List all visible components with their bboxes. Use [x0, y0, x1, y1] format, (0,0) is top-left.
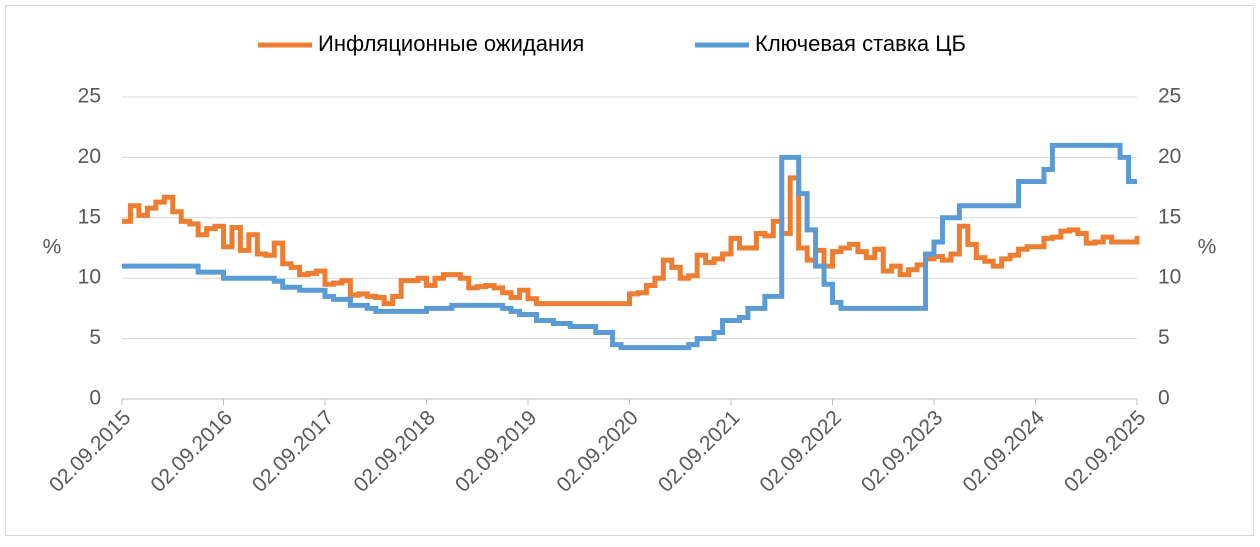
y2-tick-label: 10: [1158, 266, 1181, 289]
y-tick-label: 25: [78, 85, 101, 108]
y2-axis-label: %: [1198, 236, 1217, 259]
series-line: [122, 175, 1140, 307]
y-tick-label: 5: [89, 326, 101, 349]
legend-text: Инфляционные ожидания: [318, 31, 584, 56]
y2-tick-label: 0: [1158, 387, 1170, 410]
y-tick-label: 0: [89, 387, 101, 410]
y-axis-label: %: [43, 236, 62, 259]
y2-tick-label: 25: [1158, 85, 1181, 108]
y-tick-label: 15: [78, 205, 101, 228]
y2-tick-label: 15: [1158, 205, 1181, 228]
y2-tick-label: 20: [1158, 145, 1181, 168]
y2-tick-label: 5: [1158, 326, 1170, 349]
series-line: [122, 142, 1137, 351]
y-tick-label: 10: [78, 266, 101, 289]
y-tick-label: 20: [78, 145, 101, 168]
legend-text: Ключевая ставка ЦБ: [755, 31, 966, 56]
